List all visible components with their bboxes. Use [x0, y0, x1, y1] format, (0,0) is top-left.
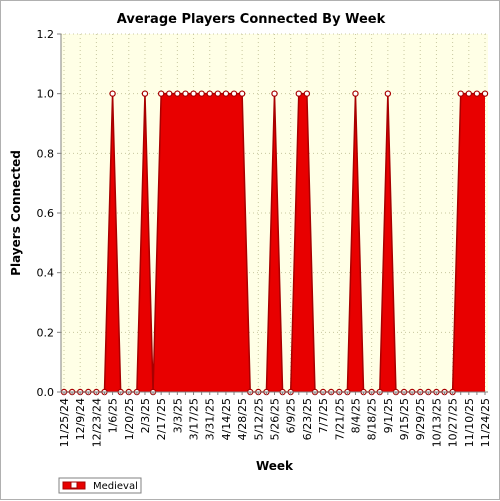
data-point — [157, 90, 165, 97]
data-point — [457, 90, 464, 97]
data-point — [303, 90, 311, 97]
x-tick-label: 4/28/25 — [236, 398, 249, 440]
series-area-medieval — [64, 93, 485, 393]
x-tick-label: 8/4/25 — [349, 398, 362, 433]
x-tick-label: 3/17/25 — [188, 398, 201, 440]
y-tick-label: 1.0 — [37, 88, 55, 101]
x-tick-label: 12/23/24 — [90, 398, 103, 447]
data-point — [109, 90, 116, 97]
data-point — [182, 90, 189, 97]
x-tick-label: 8/18/25 — [366, 398, 379, 440]
data-point — [238, 90, 246, 97]
y-tick-label: 1.2 — [37, 28, 55, 41]
data-point — [352, 90, 359, 97]
chart-title: Average Players Connected By Week — [117, 12, 386, 27]
data-point — [230, 90, 238, 97]
x-axis-label: Week — [256, 459, 294, 473]
data-point — [222, 90, 230, 97]
x-tick-label: 6/9/25 — [285, 398, 298, 433]
data-point — [384, 90, 392, 97]
x-tick-label: 5/12/25 — [252, 398, 265, 440]
x-tick-label: 5/26/25 — [269, 398, 282, 440]
legend-label-medieval: Medieval — [93, 481, 138, 492]
data-point — [271, 90, 278, 97]
x-tick-label: 6/23/25 — [301, 398, 314, 440]
data-point — [141, 90, 149, 97]
y-tick-label: 0.6 — [37, 207, 55, 220]
x-tick-label: 3/31/25 — [204, 398, 217, 440]
x-tick-label: 9/29/25 — [414, 398, 427, 440]
data-point — [214, 90, 222, 97]
data-point — [473, 90, 481, 97]
y-tick-label: 0.4 — [37, 267, 55, 280]
x-tick-label: 12/9/24 — [74, 398, 87, 440]
data-point — [166, 90, 173, 97]
y-tick-label: 0.2 — [37, 326, 55, 339]
x-tick-label: 7/21/25 — [333, 398, 346, 440]
x-tick-label: 3/3/25 — [171, 398, 184, 433]
legend-marker-medieval — [70, 481, 78, 489]
x-tick-label: 10/13/25 — [430, 398, 443, 447]
data-point — [206, 90, 213, 97]
data-point — [295, 90, 302, 97]
x-tick-label: 9/1/25 — [382, 398, 395, 433]
x-tick-label: 11/10/25 — [463, 398, 476, 447]
data-point — [190, 90, 197, 97]
x-tick-label: 9/15/25 — [398, 398, 411, 440]
y-tick-label: 0.0 — [37, 386, 55, 399]
x-tick-label: 2/17/25 — [155, 398, 168, 440]
x-tick-label: 4/14/25 — [220, 398, 233, 440]
x-tick-label: 1/6/25 — [107, 398, 120, 433]
data-point — [174, 90, 181, 97]
data-point — [198, 90, 205, 97]
data-point — [465, 90, 473, 97]
x-tick-label: 7/7/25 — [317, 398, 330, 433]
x-tick-label: 2/3/25 — [139, 398, 152, 433]
y-axis-label: Players Connected — [9, 150, 23, 276]
x-tick-label: 10/27/25 — [447, 398, 460, 447]
x-tick-label: 11/24/25 — [479, 398, 492, 447]
x-tick-label: 11/25/24 — [58, 398, 71, 447]
y-tick-label: 0.8 — [37, 147, 55, 160]
data-point — [481, 90, 489, 97]
x-tick-label: 1/20/25 — [123, 398, 136, 440]
